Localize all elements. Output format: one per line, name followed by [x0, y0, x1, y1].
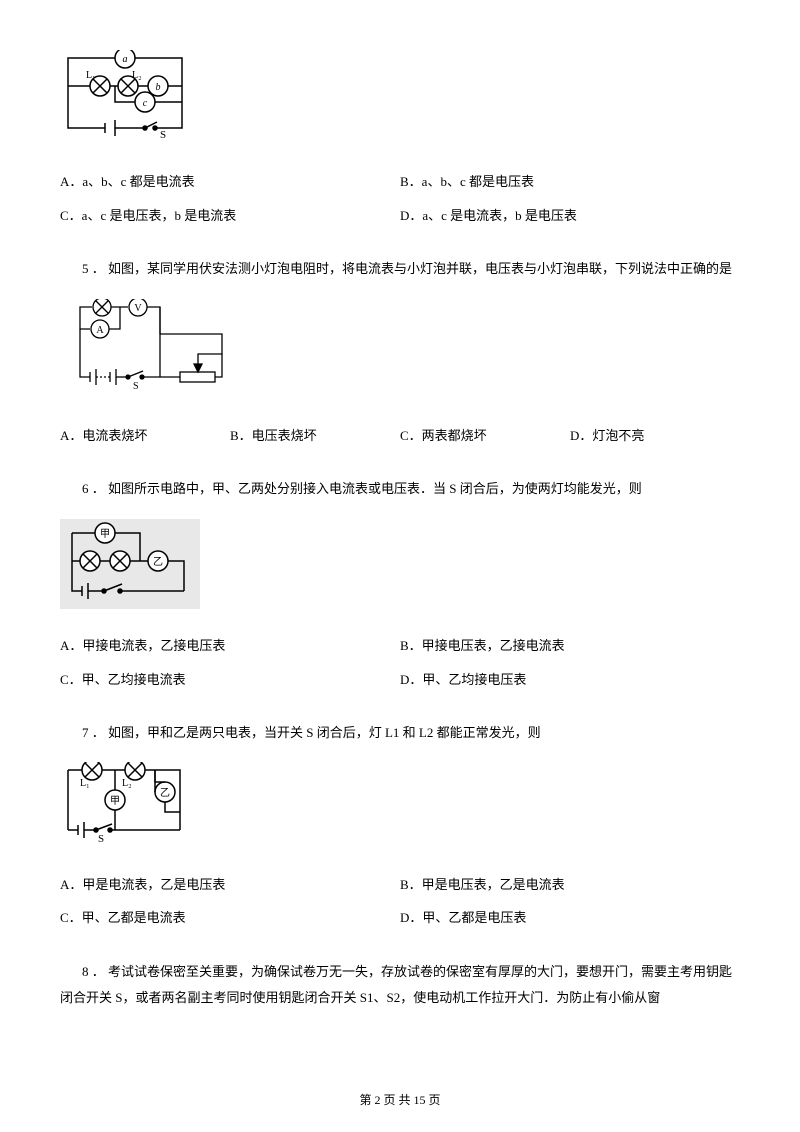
q7-stem: 7 ． 如图，甲和乙是两只电表，当开关 S 闭合后，灯 L1 和 L2 都能正常…	[60, 721, 740, 744]
q5-figure: V A S	[60, 299, 740, 406]
q4-option-b: B．a、b、c 都是电压表	[400, 170, 740, 193]
circuit-diagram-5: V A S	[60, 299, 230, 399]
q8-num: 8 ．	[82, 964, 105, 979]
svg-text:a: a	[123, 54, 128, 65]
q4-figure: a b c L₁ L₂ S	[60, 50, 740, 152]
svg-text:乙: 乙	[153, 556, 163, 568]
q6-option-c: C．甲、乙均接电流表	[60, 668, 400, 691]
svg-text:b: b	[156, 82, 161, 93]
q5-text: 如图，某同学用伏安法测小灯泡电阻时，将电流表与小灯泡并联，电压表与小灯泡串联，下…	[108, 261, 732, 276]
circuit-diagram-7: 甲 乙 L₁ L₂ S	[60, 762, 190, 847]
q7-option-d: D．甲、乙都是电压表	[400, 906, 740, 929]
q4-option-a: A．a、b、c 都是电流表	[60, 170, 400, 193]
svg-text:c: c	[143, 98, 148, 109]
svg-text:S: S	[98, 833, 104, 845]
svg-text:甲: 甲	[110, 796, 120, 807]
q7-text: 如图，甲和乙是两只电表，当开关 S 闭合后，灯 L1 和 L2 都能正常发光，则	[108, 725, 541, 740]
q7-option-a: A．甲是电流表，乙是电压表	[60, 873, 400, 896]
q5-options: A．电流表烧坏 B．电压表烧坏 C．两表都烧坏 D．灯泡不亮	[60, 424, 740, 457]
q5-option-a: A．电流表烧坏	[60, 424, 230, 447]
q6-option-d: D．甲、乙均接电压表	[400, 668, 740, 691]
circuit-diagram-4: a b c L₁ L₂ S	[60, 50, 190, 145]
svg-text:S: S	[133, 381, 139, 392]
q6-text: 如图所示电路中，甲、乙两处分别接入电流表或电压表．当 S 闭合后，为使两灯均能发…	[108, 481, 642, 496]
q6-figure: 甲 乙	[60, 519, 740, 616]
circuit-diagram-6: 甲 乙	[60, 519, 200, 609]
q4-option-d: D．a、c 是电流表，b 是电压表	[400, 204, 740, 227]
q5-stem: 5 ． 如图，某同学用伏安法测小灯泡电阻时，将电流表与小灯泡并联，电压表与小灯泡…	[60, 257, 740, 280]
svg-text:L₂: L₂	[122, 778, 132, 789]
svg-text:甲: 甲	[100, 529, 110, 540]
q6-option-a: A．甲接电流表，乙接电压表	[60, 634, 400, 657]
svg-text:A: A	[96, 325, 104, 336]
svg-text:L₂: L₂	[132, 70, 142, 81]
page-footer: 第 2 页 共 15 页	[0, 1090, 800, 1112]
q7-num: 7 ．	[82, 725, 105, 740]
q8-text: 考试试卷保密至关重要，为确保试卷万无一失，存放试卷的保密室有厚厚的大门，要想开门…	[60, 964, 732, 1005]
q7-figure: 甲 乙 L₁ L₂ S	[60, 762, 740, 854]
q7-option-c: C．甲、乙都是电流表	[60, 906, 400, 929]
svg-text:V: V	[134, 303, 142, 314]
q4-option-c: C．a、c 是电压表，b 是电流表	[60, 204, 400, 227]
svg-text:乙: 乙	[160, 787, 170, 799]
q4-options: A．a、b、c 都是电流表 B．a、b、c 都是电压表 C．a、c 是电压表，b…	[60, 170, 740, 237]
q6-num: 6 ．	[82, 481, 105, 496]
svg-text:L₁: L₁	[80, 778, 90, 789]
q5-option-c: C．两表都烧坏	[400, 424, 570, 447]
q6-stem: 6 ． 如图所示电路中，甲、乙两处分别接入电流表或电压表．当 S 闭合后，为使两…	[60, 477, 740, 500]
svg-text:S: S	[160, 129, 166, 141]
q6-option-b: B．甲接电压表，乙接电流表	[400, 634, 740, 657]
q6-options: A．甲接电流表，乙接电压表 B．甲接电压表，乙接电流表 C．甲、乙均接电流表 D…	[60, 634, 740, 701]
q5-option-d: D．灯泡不亮	[570, 424, 740, 447]
q5-option-b: B．电压表烧坏	[230, 424, 400, 447]
q8-stem: 8 ． 考试试卷保密至关重要，为确保试卷万无一失，存放试卷的保密室有厚厚的大门，…	[60, 959, 740, 1011]
q7-options: A．甲是电流表，乙是电压表 B．甲是电压表，乙是电流表 C．甲、乙都是电流表 D…	[60, 873, 740, 940]
q5-num: 5 ．	[82, 261, 105, 276]
svg-text:L₁: L₁	[86, 70, 96, 81]
q7-option-b: B．甲是电压表，乙是电流表	[400, 873, 740, 896]
